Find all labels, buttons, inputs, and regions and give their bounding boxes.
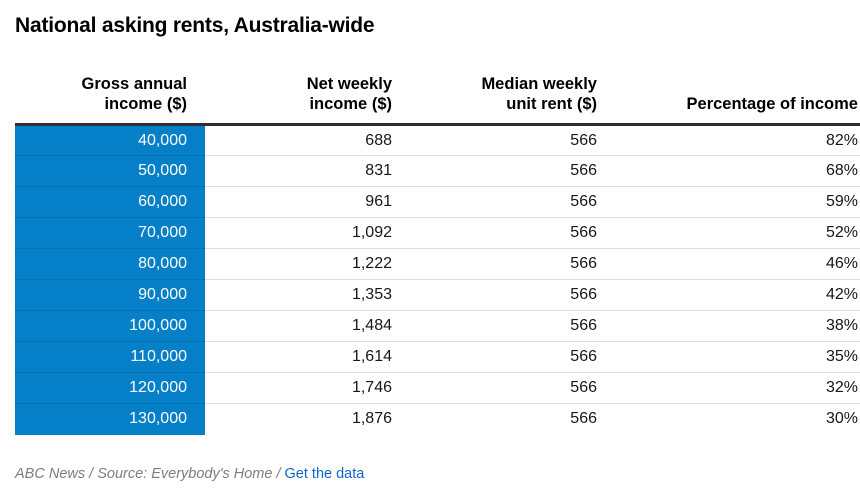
cell-percentage: 30% bbox=[825, 410, 858, 428]
cell-unit-rent: 566 bbox=[410, 341, 615, 373]
cell-percentage: 32% bbox=[615, 372, 860, 404]
header-line: income ($) bbox=[309, 95, 392, 113]
credit-text: ABC News bbox=[15, 465, 86, 482]
cell-percentage: 35% bbox=[615, 341, 860, 373]
separator: / bbox=[85, 465, 98, 482]
cell-net-income: 831 bbox=[205, 155, 410, 187]
table-row: 70,000 1,092 566 52% bbox=[15, 217, 860, 249]
cell-unit-rent: 566 bbox=[410, 124, 615, 156]
cell-percentage: 42% bbox=[615, 279, 860, 311]
rents-table: Gross annual income ($) Net weekly incom… bbox=[15, 74, 860, 435]
cell-percentage: 68% bbox=[615, 155, 860, 187]
cell-gross-income: 80,000 bbox=[15, 248, 205, 280]
column-header-net-weekly-income: Net weekly income ($) bbox=[205, 74, 410, 126]
table-row: 100,000 1,484 566 38% bbox=[15, 310, 860, 342]
cell-gross-income: 110,000 bbox=[15, 341, 205, 373]
table-row: 110,000 1,614 566 35% bbox=[15, 341, 860, 373]
cell-gross-income: 120,000 bbox=[15, 372, 205, 404]
cell-gross-income: 90,000 bbox=[15, 279, 205, 311]
header-line: unit rent ($) bbox=[506, 95, 597, 113]
header-row: Gross annual income ($) Net weekly incom… bbox=[15, 74, 860, 126]
get-the-data-link[interactable]: Get the data bbox=[284, 465, 365, 482]
header-line: income ($) bbox=[104, 95, 187, 113]
cell-gross-income: 130,000 bbox=[15, 403, 205, 435]
cell-net-income: 1,746 bbox=[205, 372, 410, 404]
header-line: Net weekly bbox=[306, 75, 392, 93]
cell-percentage: 52% bbox=[615, 217, 860, 249]
cell-unit-rent: 566 bbox=[410, 186, 615, 218]
cell-percentage: 46% bbox=[615, 248, 860, 280]
cell-unit-rent: 566 bbox=[410, 248, 615, 280]
header-line: Median weekly bbox=[481, 75, 597, 93]
cell-gross-income: 100,000 bbox=[15, 310, 205, 342]
cell-net-income: 688 bbox=[205, 124, 410, 156]
table-row: 40,000 688 566 82% bbox=[15, 124, 860, 156]
cell-unit-rent: 566 bbox=[410, 279, 615, 311]
cell-gross-income: 70,000 bbox=[15, 217, 205, 249]
table-row: 90,000 1,353 566 42% bbox=[15, 279, 860, 311]
source-text: Source: Everybody's Home bbox=[97, 465, 273, 482]
cell-net-income: 1,484 bbox=[205, 310, 410, 342]
cell-net-income: 1,092 bbox=[205, 217, 410, 249]
cell-unit-rent: 566 bbox=[410, 372, 615, 404]
attribution-line: ABC News / Source: Everybody's Home / Ge… bbox=[15, 465, 860, 483]
cell-gross-income: 40,000 bbox=[15, 124, 205, 156]
table-row: 50,000 831 566 68% bbox=[15, 155, 860, 187]
cell-unit-rent: 566 bbox=[570, 410, 597, 428]
table-row: 120,000 1,746 566 32% bbox=[15, 372, 860, 404]
cell-percentage: 38% bbox=[615, 310, 860, 342]
separator: / bbox=[272, 465, 285, 482]
cell-percentage: 82% bbox=[615, 124, 860, 156]
cell-net-income: 1,353 bbox=[205, 279, 410, 311]
cell-gross-income: 50,000 bbox=[15, 155, 205, 187]
column-header-percentage-of-income: Percentage of income bbox=[615, 74, 860, 126]
header-line: Percentage of income bbox=[686, 95, 858, 113]
cell-gross-income: 60,000 bbox=[15, 186, 205, 218]
cell-unit-rent: 566 bbox=[410, 310, 615, 342]
cell-net-income: 961 bbox=[205, 186, 410, 218]
cell-percentage: 59% bbox=[615, 186, 860, 218]
cell-net-income: 1,876 bbox=[351, 410, 392, 428]
cell-net-income: 1,614 bbox=[205, 341, 410, 373]
cell-net-income: 1,222 bbox=[205, 248, 410, 280]
column-header-median-weekly-unit-rent: Median weekly unit rent ($) bbox=[410, 74, 615, 126]
column-header-gross-annual-income: Gross annual income ($) bbox=[15, 74, 205, 126]
table-row: 130,000 1,876 566 30% bbox=[15, 403, 860, 435]
page-title: National asking rents, Australia-wide bbox=[15, 14, 375, 37]
cell-unit-rent: 566 bbox=[410, 155, 615, 187]
cell-unit-rent: 566 bbox=[410, 217, 615, 249]
table-row: 60,000 961 566 59% bbox=[15, 186, 860, 218]
header-line: Gross annual bbox=[81, 75, 187, 93]
table-row: 80,000 1,222 566 46% bbox=[15, 248, 860, 280]
